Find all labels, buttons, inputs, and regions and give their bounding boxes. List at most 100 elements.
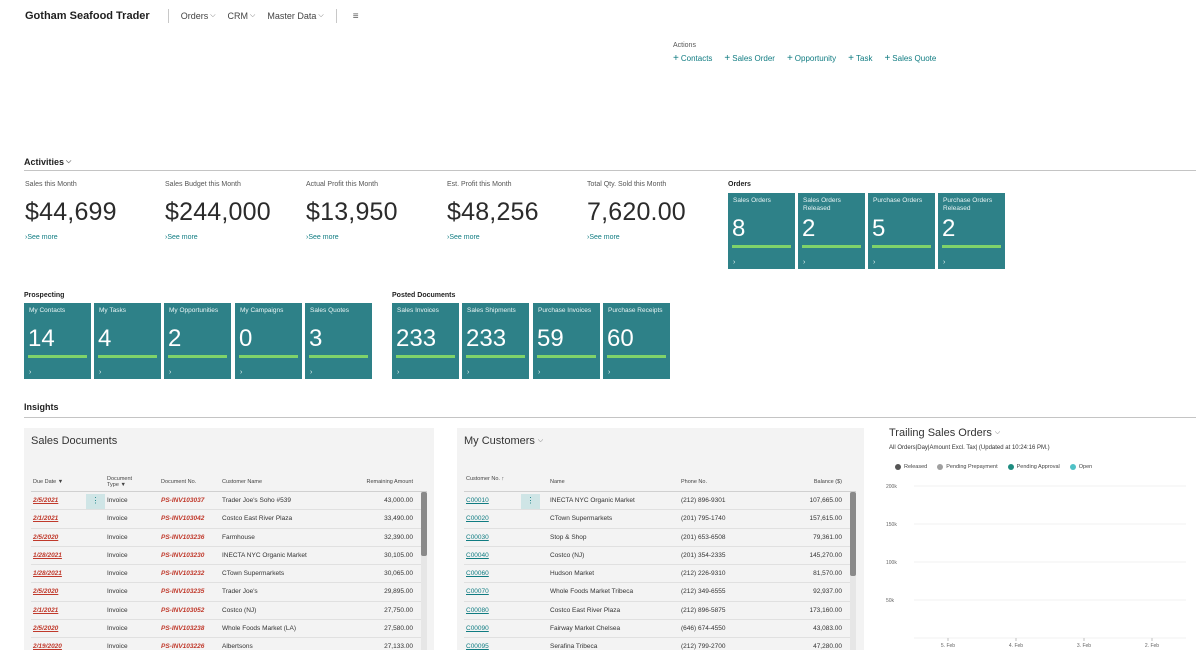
tile-sales-orders-released[interactable]: Sales Orders Released 2 › <box>798 193 865 269</box>
customer-no-cell[interactable]: C00060 <box>466 570 489 578</box>
column-document-type[interactable]: Document Type ▼ <box>107 476 133 488</box>
kpi-actual-profit[interactable]: Actual Profit this Month $13,950 ›See mo… <box>306 181 446 241</box>
table-row[interactable]: 1/28/2021 Invoice PS-INV103230 INECTA NYC O… <box>31 547 427 566</box>
kpi-est-profit[interactable]: Est. Profit this Month $48,256 ›See more <box>447 181 587 241</box>
kpi-sales-this-month[interactable]: Sales this Month $44,699 ›See more <box>25 181 165 241</box>
kpi-sales-budget[interactable]: Sales Budget this Month $244,000 ›See mo… <box>165 181 305 241</box>
customer-no-cell[interactable]: C00020 <box>466 515 489 523</box>
see-more-link[interactable]: ›See more <box>25 234 165 241</box>
table-row[interactable]: C00030 Stop & Shop (201) 653-6508 79,361.00 <box>464 529 856 547</box>
legend-item[interactable]: Released <box>895 464 927 470</box>
see-more-link[interactable]: ›See more <box>165 234 305 241</box>
table-row[interactable]: 2/5/2020 Invoice PS-INV103235 Trader Joe's 2… <box>31 583 427 602</box>
customer-no-cell[interactable]: C00095 <box>466 643 489 650</box>
nav-crm[interactable]: CRM ⌵ <box>228 11 256 21</box>
row-menu-icon[interactable]: ⋮ <box>521 494 540 509</box>
tile-my-contacts[interactable]: My Contacts 14 › <box>24 303 91 379</box>
table-row[interactable]: C00070 Whole Foods Market Tribeca (212) 34… <box>464 583 856 602</box>
column-due-date[interactable]: Due Date ▼ <box>33 479 64 485</box>
tile-purchase-orders[interactable]: Purchase Orders 5 › <box>868 193 935 269</box>
my-customers-scrollbar[interactable] <box>850 492 856 650</box>
table-row[interactable]: 2/19/2020 Invoice PS-INV103226 Albertsons 27… <box>31 638 427 650</box>
column-balance[interactable]: Balance ($) <box>813 479 842 485</box>
tile-my-campaigns[interactable]: My Campaigns 0 › <box>235 303 302 379</box>
scroll-thumb[interactable] <box>850 492 856 576</box>
customer-no-cell[interactable]: C00030 <box>466 533 489 541</box>
customer-no-cell[interactable]: C00090 <box>466 625 489 633</box>
see-more-link[interactable]: ›See more <box>587 234 697 241</box>
column-remaining-amount[interactable]: Remaining Amount <box>366 479 413 485</box>
action-contacts[interactable]: + Contacts <box>673 53 712 64</box>
table-row[interactable]: C00060 Hudson Market (212) 226-9310 81,570.… <box>464 565 856 584</box>
table-row[interactable]: 2/5/2021 ⋮ Invoice PS-INV103037 Trader Joe's… <box>31 492 427 511</box>
kpi-total-qty-sold[interactable]: Total Qty. Sold this Month 7,620.00 ›See… <box>587 181 697 241</box>
due-date-cell[interactable]: 2/5/2020 <box>33 588 59 596</box>
due-date-cell[interactable]: 2/19/2020 <box>33 643 62 650</box>
tile-sales-shipments[interactable]: Sales Shipments 233 › <box>462 303 529 379</box>
table-row[interactable]: 1/28/2021 Invoice PS-INV103232 CTown Superm… <box>31 565 427 584</box>
customer-no-cell[interactable]: C00010 <box>466 497 489 504</box>
column-name[interactable]: Name <box>550 479 565 485</box>
nav-master-data[interactable]: Master Data ⌵ <box>267 11 323 21</box>
tile-purchase-invoices[interactable]: Purchase Invoices 59 › <box>533 303 600 379</box>
table-row[interactable]: C00095 Serafina Tribeca (212) 799-2700 47,2… <box>464 638 856 650</box>
table-row[interactable]: C00080 Costco East River Plaza (212) 896-5… <box>464 602 856 621</box>
scroll-thumb[interactable] <box>421 492 427 556</box>
customer-no-cell[interactable]: C00080 <box>466 606 489 614</box>
document-no-cell[interactable]: PS-INV103238 <box>161 625 205 633</box>
table-row[interactable]: 2/5/2020 Invoice PS-INV103236 Farmhouse 32,3… <box>31 529 427 547</box>
due-date-cell[interactable]: 2/5/2020 <box>33 533 59 541</box>
table-row[interactable]: 2/1/2021 Invoice PS-INV103052 Costco (NJ) 27… <box>31 602 427 621</box>
tile-my-tasks[interactable]: My Tasks 4 › <box>94 303 161 379</box>
row-menu-icon[interactable]: ⋮ <box>86 494 105 509</box>
column-phone-no[interactable]: Phone No. <box>681 479 707 485</box>
table-row[interactable]: C00090 Fairway Market Chelsea (646) 674-45… <box>464 620 856 639</box>
document-no-cell[interactable]: PS-INV103037 <box>161 497 205 504</box>
tile-sales-orders[interactable]: Sales Orders 8 › <box>728 193 795 269</box>
legend-item[interactable]: Pending Prepayment <box>937 464 998 470</box>
due-date-cell[interactable]: 2/1/2021 <box>33 606 59 614</box>
document-no-cell[interactable]: PS-INV103042 <box>161 515 205 523</box>
document-no-cell[interactable]: PS-INV103226 <box>161 643 205 650</box>
tile-sales-quotes[interactable]: Sales Quotes 3 › <box>305 303 372 379</box>
table-row[interactable]: C00020 CTown Supermarkets (201) 795-1740 15… <box>464 510 856 529</box>
activities-title[interactable]: Activities ⌵ <box>24 157 71 167</box>
legend-item[interactable]: Open <box>1069 464 1092 470</box>
trailing-sales-orders-title[interactable]: Trailing Sales Orders ⌵ <box>889 427 1000 439</box>
due-date-cell[interactable]: 2/5/2020 <box>33 625 59 633</box>
customer-no-cell[interactable]: C00040 <box>466 551 489 559</box>
customer-no-cell[interactable]: C00070 <box>466 588 489 596</box>
tile-purchase-orders-released[interactable]: Purchase Orders Released 2 › <box>938 193 1005 269</box>
due-date-cell[interactable]: 2/1/2021 <box>33 515 59 523</box>
action-task[interactable]: + Task <box>848 53 872 64</box>
see-more-link[interactable]: ›See more <box>306 234 446 241</box>
due-date-cell[interactable]: 1/28/2021 <box>33 551 62 559</box>
document-no-cell[interactable]: PS-INV103235 <box>161 588 205 596</box>
due-date-cell[interactable]: 1/28/2021 <box>33 570 62 578</box>
due-date-cell[interactable]: 2/5/2021 <box>33 497 59 504</box>
column-customer-no[interactable]: Customer No. ↑ <box>466 476 505 482</box>
table-row[interactable]: 2/5/2020 Invoice PS-INV103238 Whole Foods M… <box>31 620 427 639</box>
tile-sales-invoices[interactable]: Sales Invoices 233 › <box>392 303 459 379</box>
hamburger-menu-icon[interactable]: ≡ <box>352 10 359 22</box>
document-no-cell[interactable]: PS-INV103052 <box>161 606 205 614</box>
table-row[interactable]: C00040 Costco (NJ) (201) 354-2335 145,270.0… <box>464 547 856 566</box>
my-customers-title[interactable]: My Customers ⌵ <box>464 435 543 447</box>
action-sales-order[interactable]: + Sales Order <box>724 53 775 64</box>
see-more-link[interactable]: ›See more <box>447 234 587 241</box>
tile-my-opportunities[interactable]: My Opportunities 2 › <box>164 303 231 379</box>
sales-documents-scrollbar[interactable] <box>421 492 427 650</box>
table-row[interactable]: 2/1/2021 Invoice PS-INV103042 Costco East R… <box>31 510 427 529</box>
action-opportunity[interactable]: + Opportunity <box>787 53 836 64</box>
document-no-cell[interactable]: PS-INV103230 <box>161 551 205 559</box>
action-sales-quote[interactable]: + Sales Quote <box>884 53 936 64</box>
nav-orders[interactable]: Orders ⌵ <box>181 11 216 21</box>
column-document-no[interactable]: Document No. <box>161 479 197 485</box>
table-row[interactable]: C00010 ⋮ INECTA NYC Organic Market (212) 89… <box>464 492 856 511</box>
document-no-cell[interactable]: PS-INV103236 <box>161 533 205 541</box>
column-customer-name[interactable]: Customer Name <box>222 479 263 485</box>
legend-item[interactable]: Pending Approval <box>1007 464 1060 470</box>
app-title[interactable]: Gotham Seafood Trader <box>25 10 150 22</box>
document-no-cell[interactable]: PS-INV103232 <box>161 570 205 578</box>
sales-documents-title[interactable]: Sales Documents <box>31 435 118 447</box>
